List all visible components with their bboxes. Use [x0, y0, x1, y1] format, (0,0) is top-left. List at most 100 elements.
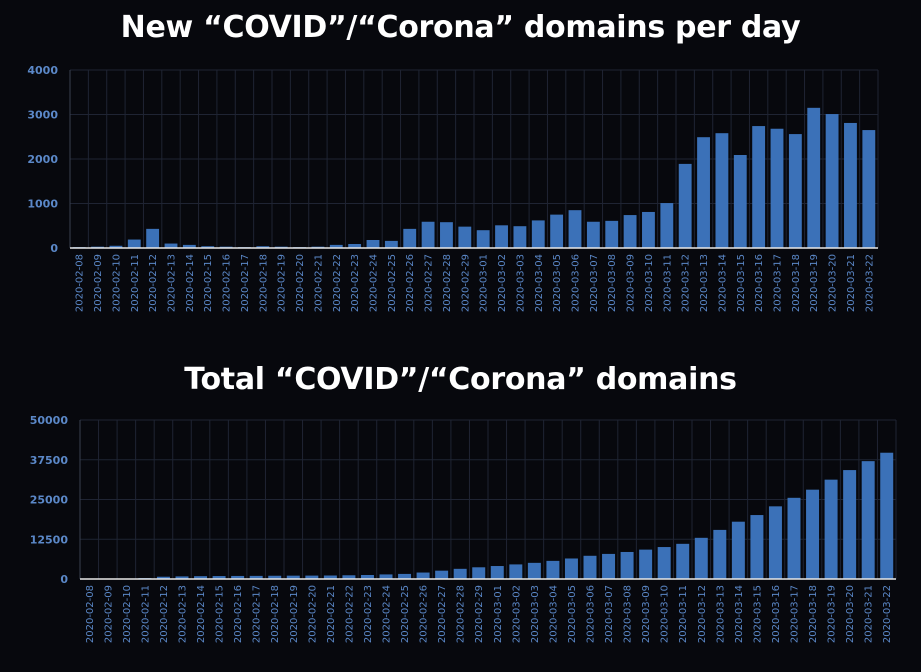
x-tick-label: 2020-03-14 [717, 254, 728, 312]
bar-2020-02-10 [109, 245, 123, 248]
bar-2020-02-25 [398, 573, 412, 579]
x-tick-label: 2020-03-04 [534, 254, 545, 312]
x-tick-label: 2020-02-29 [460, 254, 471, 312]
x-tick-label: 2020-02-12 [159, 585, 170, 643]
x-tick-label: 2020-03-12 [697, 585, 708, 643]
x-tick-label: 2020-03-18 [808, 585, 819, 643]
x-tick-label: 2020-02-20 [295, 254, 306, 312]
bar-2020-03-17 [770, 128, 784, 248]
bar-2020-03-01 [476, 230, 490, 248]
bar-2020-02-26 [403, 228, 417, 248]
bar-2020-02-27 [421, 221, 435, 248]
x-tick-label: 2020-02-27 [437, 585, 448, 643]
x-tick-label: 2020-02-23 [350, 254, 361, 312]
x-tick-label: 2020-03-19 [827, 585, 838, 643]
y-tick-label: 3000 [27, 109, 58, 122]
y-tick-label: 2000 [27, 153, 58, 166]
bar-2020-02-17 [249, 575, 263, 579]
bar-2020-02-18 [268, 575, 282, 579]
x-tick-label: 2020-03-05 [567, 585, 578, 643]
bar-2020-02-11 [127, 239, 141, 248]
bar-2020-03-10 [642, 211, 655, 248]
bar-2020-02-25 [384, 240, 398, 248]
bar-2020-02-22 [342, 575, 356, 579]
bar-2020-03-22 [862, 130, 876, 248]
x-tick-label: 2020-03-20 [845, 585, 856, 643]
x-tick-label: 2020-02-11 [130, 254, 141, 312]
bar-2020-02-24 [366, 239, 380, 248]
bar-2020-03-21 [844, 122, 857, 248]
bar-2020-03-08 [605, 220, 619, 248]
x-tick-label: 2020-02-20 [307, 585, 318, 643]
x-tick-label: 2020-02-22 [332, 254, 343, 312]
y-tick-label: 0 [60, 573, 68, 586]
bar-2020-03-14 [715, 133, 729, 248]
bar-2020-03-01 [490, 566, 504, 579]
x-tick-label: 2020-02-27 [424, 254, 435, 312]
total-domains-chart: 0 12500 25000 37500 50000 2020-02-08 2020-02-0… [30, 414, 897, 643]
bar-2020-03-02 [495, 225, 508, 248]
bar-2020-02-15 [212, 576, 226, 579]
x-tick-label: 2020-02-19 [289, 585, 300, 643]
y-tick-label: 37500 [30, 454, 69, 467]
bar-2020-03-02 [509, 564, 523, 579]
chart-title-daily: New “COVID”/“Corona” domains per day [120, 10, 801, 45]
x-tick-label: 2020-02-12 [148, 254, 159, 312]
x-tick-label: 2020-02-28 [442, 254, 453, 312]
x-tick-label: 2020-02-09 [93, 254, 104, 312]
bar-2020-03-04 [531, 220, 545, 248]
bar-2020-03-15 [733, 154, 747, 248]
bar-2020-03-06 [568, 210, 582, 248]
x-tick-label: 2020-02-26 [405, 254, 416, 312]
bar-2020-03-09 [639, 549, 653, 579]
bar-2020-03-16 [752, 126, 766, 248]
bar-2020-03-16 [768, 506, 782, 579]
x-tick-label: 2020-02-19 [277, 254, 288, 312]
x-tick-label: 2020-03-17 [773, 254, 784, 312]
bar-2020-03-14 [731, 521, 745, 579]
x-tick-label: 2020-03-03 [530, 585, 541, 643]
x-tick-label: 2020-03-01 [493, 585, 504, 643]
x-tick-label: 2020-03-09 [626, 254, 637, 312]
bar-2020-03-15 [750, 515, 764, 579]
bar-2020-03-07 [586, 221, 600, 248]
x-tick-label: 2020-03-10 [644, 254, 655, 312]
bar-2020-02-27 [435, 570, 449, 579]
x-tick-label: 2020-03-14 [734, 585, 745, 643]
bar-2020-03-09 [623, 215, 637, 248]
y-tick-label: 4000 [27, 64, 58, 77]
bar-2020-02-20 [305, 575, 319, 579]
grid [79, 419, 897, 580]
bar-2020-02-15 [201, 246, 215, 248]
bar-2020-03-05 [564, 558, 578, 579]
x-tick-label: 2020-02-29 [474, 585, 485, 643]
bar-2020-03-11 [660, 203, 674, 248]
x-tick-label: 2020-03-02 [497, 254, 508, 312]
bar-2020-03-18 [788, 134, 802, 248]
bar-2020-02-29 [458, 226, 472, 248]
x-tick-label: 2020-03-06 [571, 254, 582, 312]
x-tick-label: 2020-02-25 [400, 585, 411, 643]
bar-2020-03-19 [807, 107, 821, 248]
bar-2020-03-10 [657, 547, 671, 579]
x-tick-label: 2020-02-17 [240, 254, 251, 312]
x-tick-label: 2020-02-08 [85, 585, 96, 643]
x-tick-label: 2020-02-13 [178, 585, 189, 643]
x-tick-label: 2020-03-10 [660, 585, 671, 643]
bar-2020-02-21 [323, 575, 337, 579]
x-tick-label: 2020-02-08 [75, 254, 86, 312]
x-tick-label: 2020-02-18 [270, 585, 281, 643]
x-tick-label: 2020-02-17 [252, 585, 263, 643]
x-tick-label: 2020-03-16 [771, 585, 782, 643]
x-tick-label: 2020-03-11 [678, 585, 689, 643]
x-tick-label: 2020-02-23 [363, 585, 374, 643]
bar-2020-02-23 [348, 243, 362, 248]
bar-2020-02-18 [256, 246, 270, 248]
bar-2020-02-22 [329, 244, 343, 248]
bar-2020-02-29 [472, 567, 486, 579]
bar-2020-03-04 [546, 560, 560, 579]
bar-2020-03-11 [676, 543, 690, 579]
bar-2020-02-13 [164, 243, 178, 248]
x-tick-label: 2020-02-22 [344, 585, 355, 643]
x-tick-label: 2020-03-07 [589, 254, 600, 312]
